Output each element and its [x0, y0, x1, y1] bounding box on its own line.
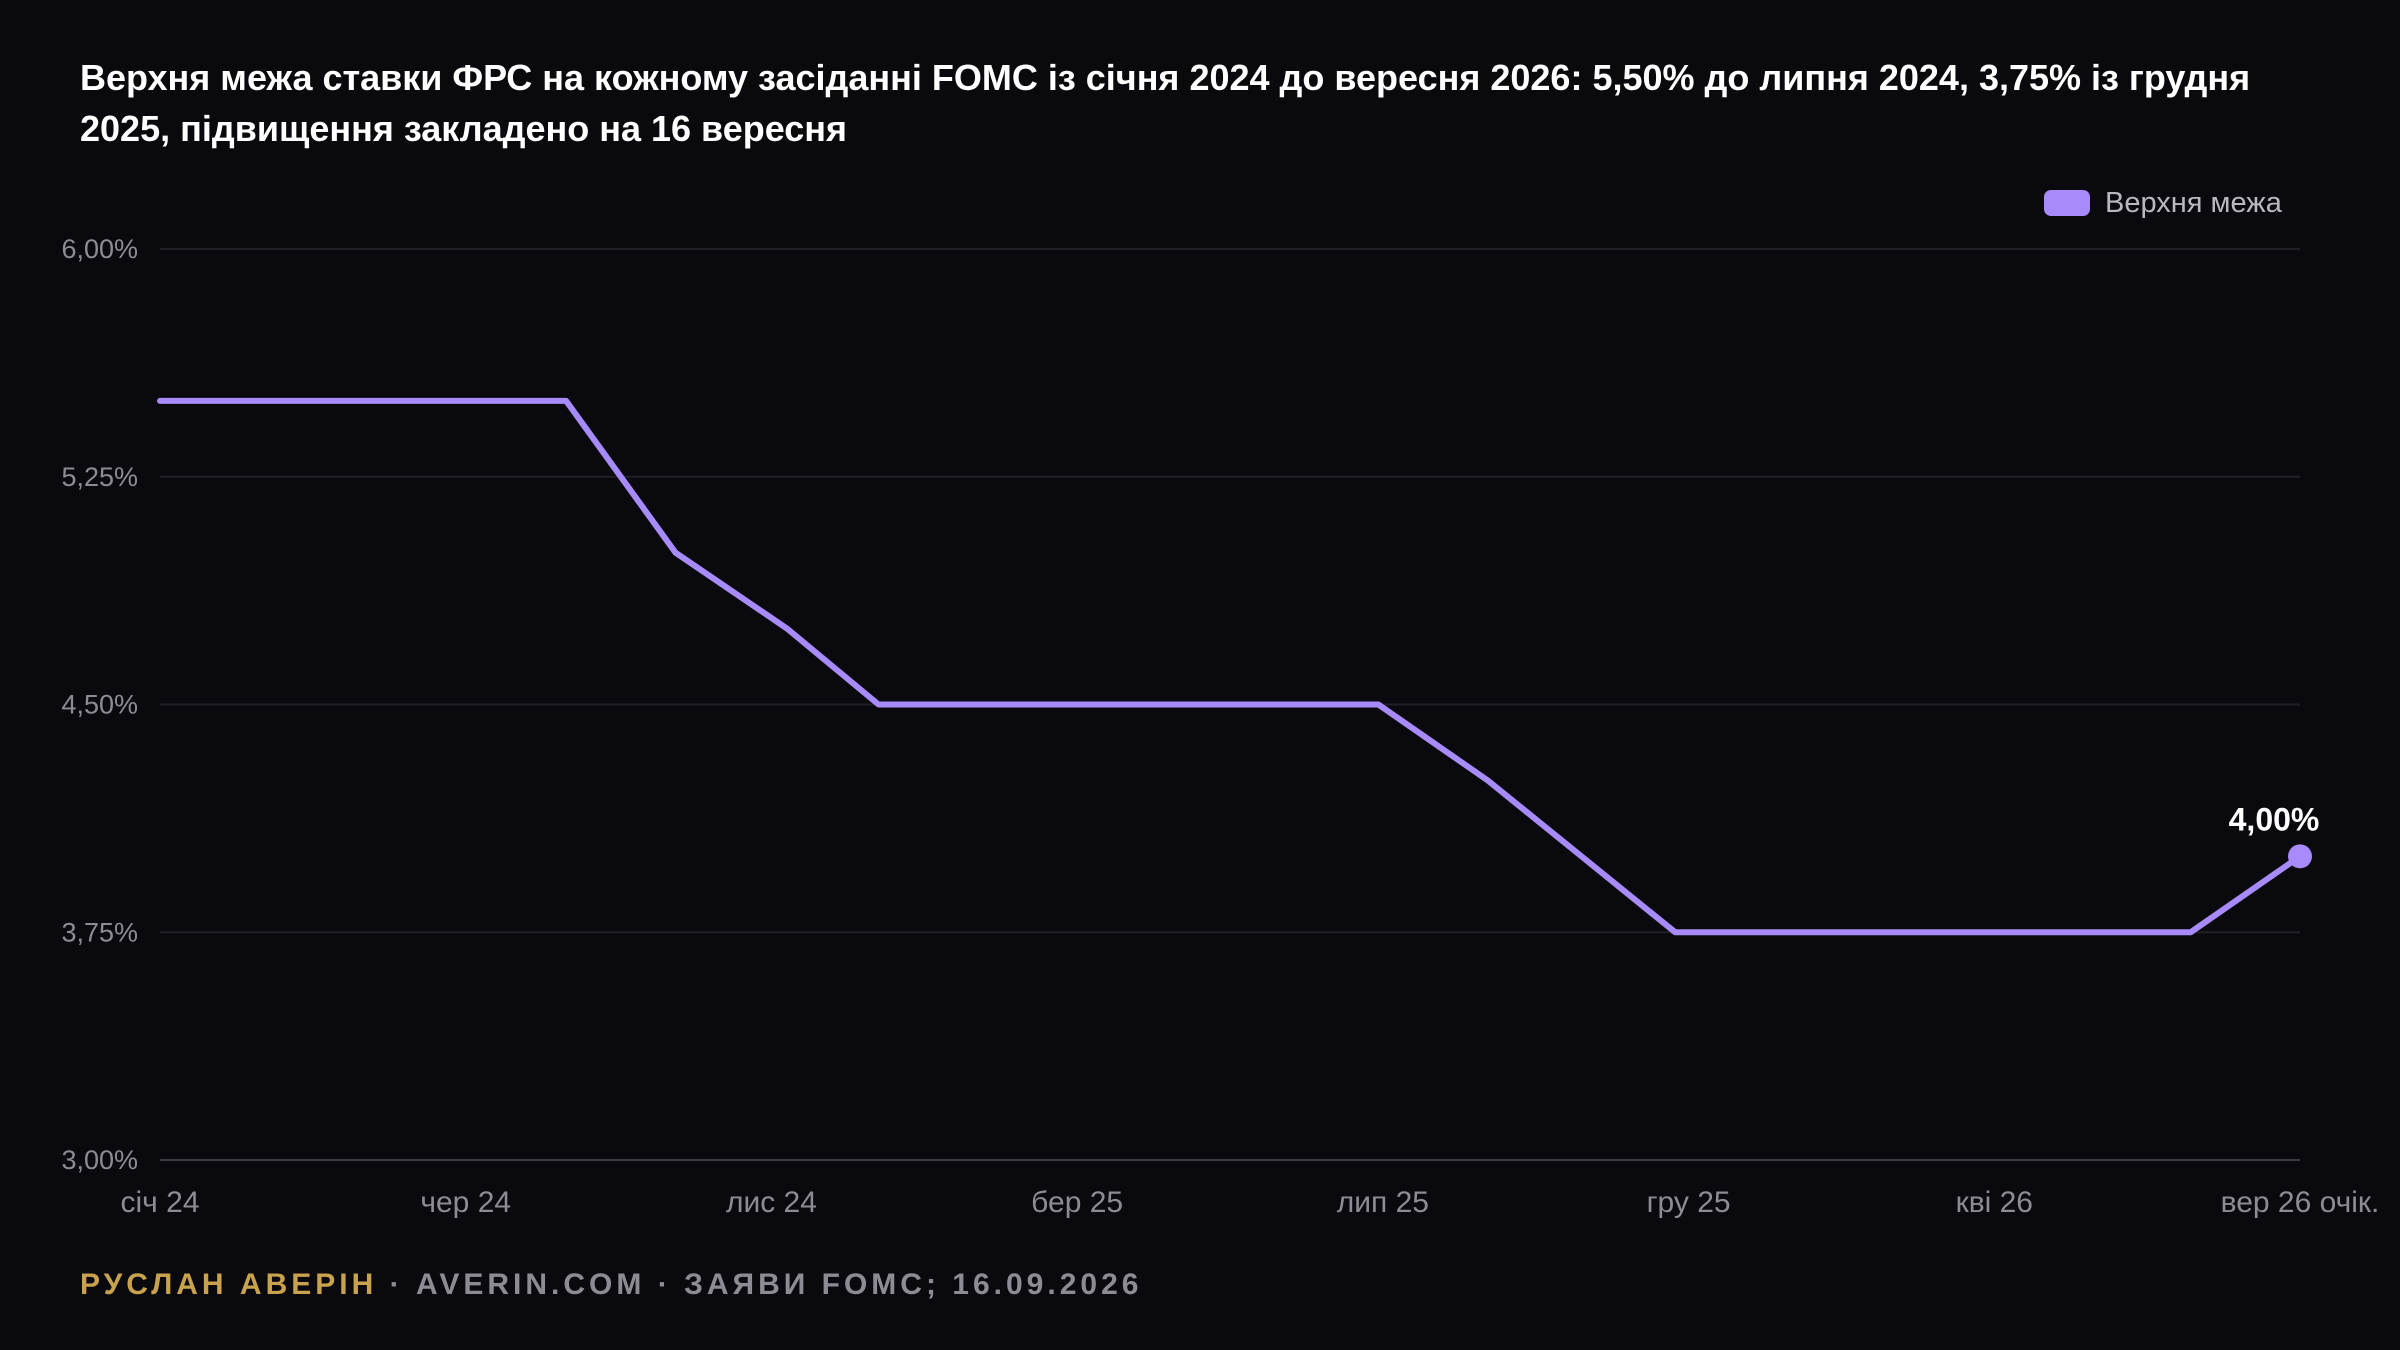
footer-credit: РУСЛАН АВЕРІН · AVERIN.COM · ЗАЯВИ FOMC;… [80, 1268, 1142, 1302]
series-line [157, 397, 2303, 936]
y-tick-label: 3,75% [61, 917, 138, 947]
x-tick-label: січ 24 [121, 1186, 200, 1219]
chart-title: Верхня межа ставки ФРС на кожному засіда… [80, 57, 2251, 149]
footer-source: ЗАЯВИ FOMC; 16.09.2026 [684, 1268, 1143, 1301]
x-tick-label: лип 25 [1337, 1186, 1429, 1219]
y-tick-label: 5,25% [61, 462, 138, 492]
y-tick-label: 3,00% [61, 1145, 138, 1175]
y-tick-label: 4,50% [61, 690, 138, 720]
footer-author: РУСЛАН АВЕРІН [80, 1268, 378, 1301]
x-tick-label: гру 25 [1647, 1186, 1731, 1219]
y-tick-label: 6,00% [61, 234, 138, 264]
x-tick-label: чер 24 [420, 1186, 511, 1219]
end-point-marker [2288, 844, 2312, 869]
footer-separator: · [645, 1268, 685, 1301]
footer-site: AVERIN.COM [415, 1268, 646, 1301]
legend-swatch [2044, 190, 2090, 216]
x-tick-label: вер 26 очік. [2221, 1186, 2380, 1219]
x-tick-label: кві 26 [1956, 1186, 2033, 1219]
legend-label: Верхня межа [2105, 187, 2283, 219]
x-tick-label: бер 25 [1031, 1186, 1123, 1219]
x-tick-label: лис 24 [726, 1186, 817, 1219]
footer-separator: · [377, 1268, 416, 1301]
end-point-label: 4,00% [2229, 801, 2320, 837]
